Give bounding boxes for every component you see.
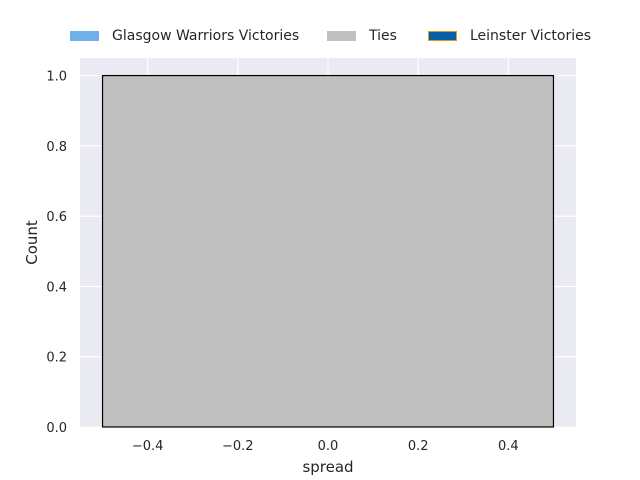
y-tick-label: 0.8 [46, 140, 67, 155]
legend-label: Ties [369, 28, 397, 44]
x-tick-label: −0.2 [222, 439, 254, 454]
x-tick-label: 0.2 [408, 439, 429, 454]
bar [101, 74, 555, 428]
legend-label: Leinster Victories [470, 28, 591, 44]
y-tick-label: 0.0 [46, 421, 67, 436]
x-tick-label: 0.4 [498, 439, 519, 454]
legend-item-ties: Ties [327, 27, 397, 45]
x-tick-label: 0.0 [318, 439, 339, 454]
bars [101, 74, 555, 428]
y-tick-label: 0.6 [46, 210, 67, 225]
legend-label: Glasgow Warriors Victories [112, 28, 300, 44]
x-axis-label: spread [302, 458, 353, 476]
y-tick-label: 0.2 [46, 351, 67, 366]
legend: Glasgow Warriors Victories Ties Leinster… [0, 0, 640, 60]
legend-swatch [70, 31, 99, 41]
y-axis-label: Count [23, 220, 41, 265]
legend-swatch [428, 31, 457, 41]
x-tick-labels: −0.4 −0.2 0.0 0.2 0.4 [132, 439, 519, 454]
legend-item-leinster-victories: Leinster Victories [428, 27, 591, 45]
y-tick-label: 1.0 [46, 70, 67, 85]
legend-swatch [327, 31, 356, 41]
y-tick-labels: 0.0 0.2 0.4 0.6 0.8 1.0 [46, 70, 67, 436]
y-tick-label: 0.4 [46, 280, 67, 295]
x-tick-label: −0.4 [132, 439, 164, 454]
legend-item-glasgow-warriors-victories: Glasgow Warriors Victories [70, 27, 299, 45]
